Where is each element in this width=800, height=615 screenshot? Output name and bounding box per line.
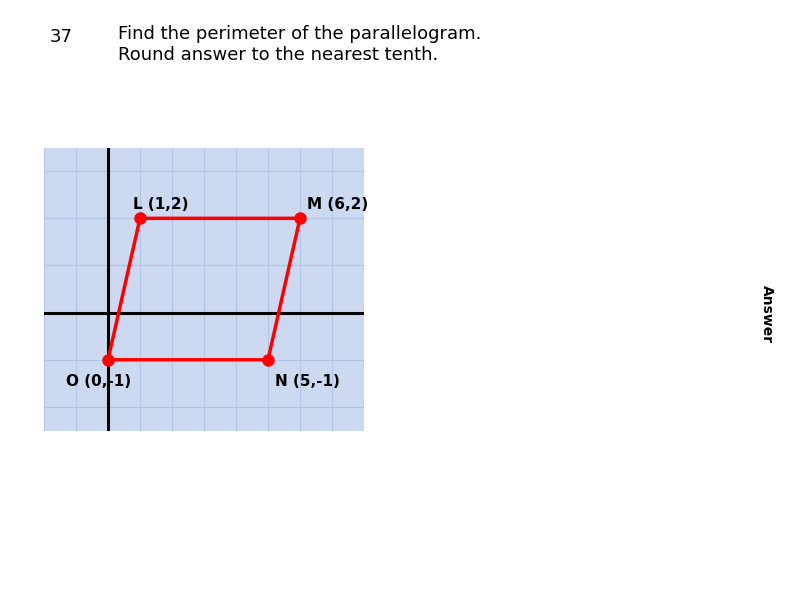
Text: 37: 37 [50, 28, 73, 46]
Text: N (5,-1): N (5,-1) [275, 375, 340, 389]
Text: Round answer to the nearest tenth.: Round answer to the nearest tenth. [118, 46, 438, 64]
Text: O (0,-1): O (0,-1) [66, 375, 131, 389]
Text: L (1,2): L (1,2) [133, 197, 189, 212]
Text: Answer: Answer [760, 285, 774, 343]
Text: Find the perimeter of the parallelogram.: Find the perimeter of the parallelogram. [118, 25, 482, 42]
Text: M (6,2): M (6,2) [307, 197, 368, 212]
